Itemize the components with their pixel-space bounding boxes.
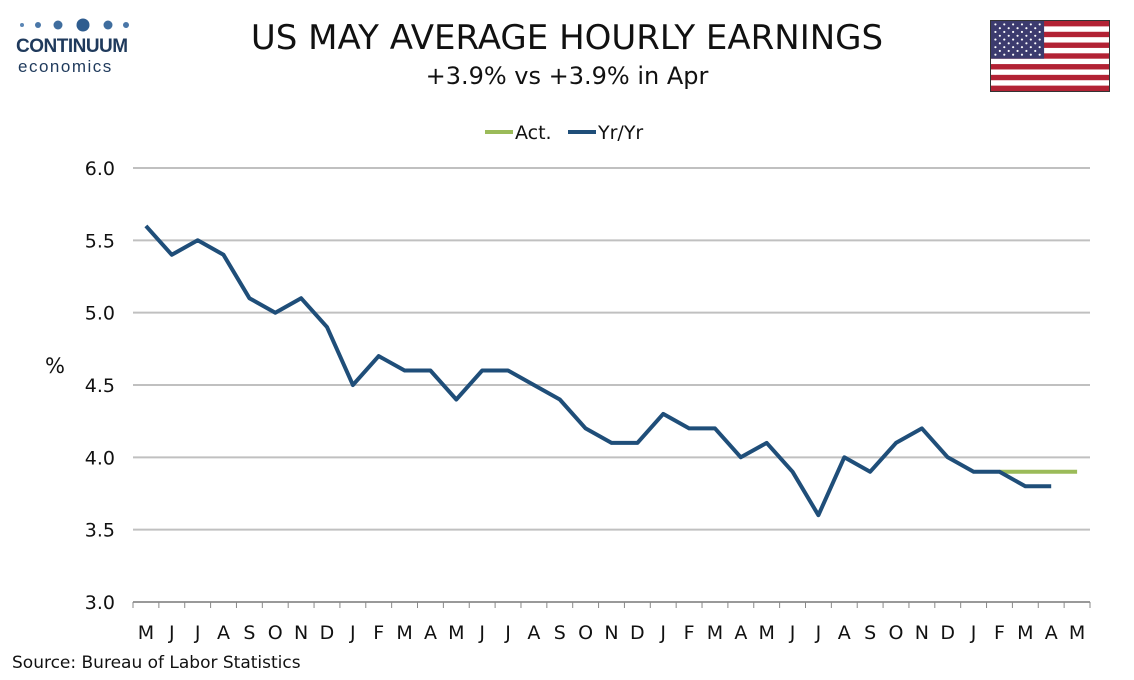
x-tick-label: J — [970, 622, 977, 644]
x-tick-label: J — [815, 622, 822, 644]
x-tick-label: N — [604, 622, 618, 644]
x-tick-label: S — [243, 622, 255, 644]
x-tick-label: F — [373, 622, 384, 644]
x-tick-label: A — [527, 622, 540, 644]
y-axis-label: % — [45, 354, 65, 378]
chart-subtitle: +3.9% vs +3.9% in Apr — [425, 62, 709, 90]
x-tick-label: J — [659, 622, 666, 644]
x-tick-label: M — [707, 622, 723, 644]
x-tick-label: M — [758, 622, 774, 644]
x-tick-label: J — [168, 622, 175, 644]
x-tick-label: A — [1045, 622, 1058, 644]
x-tick-label: M — [1069, 622, 1085, 644]
series-line-yr-yr — [144, 224, 1052, 518]
us-flag-icon — [990, 20, 1110, 92]
y-tick-label: 5.0 — [85, 303, 115, 325]
chart-title: US MAY AVERAGE HOURLY EARNINGS — [250, 18, 884, 58]
y-tick-label: 4.5 — [85, 375, 115, 397]
x-tick-label: S — [864, 622, 876, 644]
x-tick-label: J — [349, 622, 356, 644]
x-tick-label: O — [268, 622, 283, 644]
x-tick-label: D — [940, 622, 955, 644]
x-tick-label: S — [554, 622, 566, 644]
x-tick-label: N — [294, 622, 308, 644]
x-tick-label: A — [217, 622, 230, 644]
legend-label: Act. — [515, 122, 552, 144]
y-tick-label: 3.5 — [85, 520, 115, 542]
x-tick-label: M — [448, 622, 464, 644]
x-tick-label: O — [578, 622, 593, 644]
y-tick-label: 4.0 — [85, 447, 115, 469]
logo-name: CONTINUUM — [16, 36, 128, 57]
x-tick-label: F — [684, 622, 695, 644]
logo-subtitle: economics — [18, 57, 113, 76]
x-tick-label: M — [138, 622, 154, 644]
x-tick-label: A — [734, 622, 747, 644]
x-tick-label: D — [320, 622, 335, 644]
logo-dots-icon — [20, 18, 129, 32]
x-tick-label: A — [838, 622, 851, 644]
y-tick-label: 5.5 — [85, 230, 115, 252]
y-tick-label: 6.0 — [85, 158, 115, 180]
x-tick-label: O — [889, 622, 904, 644]
x-tick-label: M — [1017, 622, 1033, 644]
x-tick-label: J — [194, 622, 201, 644]
x-tick-label: J — [789, 622, 796, 644]
x-tick-label: F — [994, 622, 1005, 644]
x-tick-label: J — [478, 622, 485, 644]
legend-label: Yr/Yr — [597, 122, 643, 144]
x-tick-label: A — [424, 622, 437, 644]
y-tick-label: 3.0 — [85, 592, 115, 614]
x-tick-label: D — [630, 622, 645, 644]
source-note: Source: Bureau of Labor Statistics — [12, 653, 301, 673]
x-tick-label: M — [396, 622, 412, 644]
x-tick-label: N — [915, 622, 929, 644]
x-tick-label: J — [504, 622, 511, 644]
